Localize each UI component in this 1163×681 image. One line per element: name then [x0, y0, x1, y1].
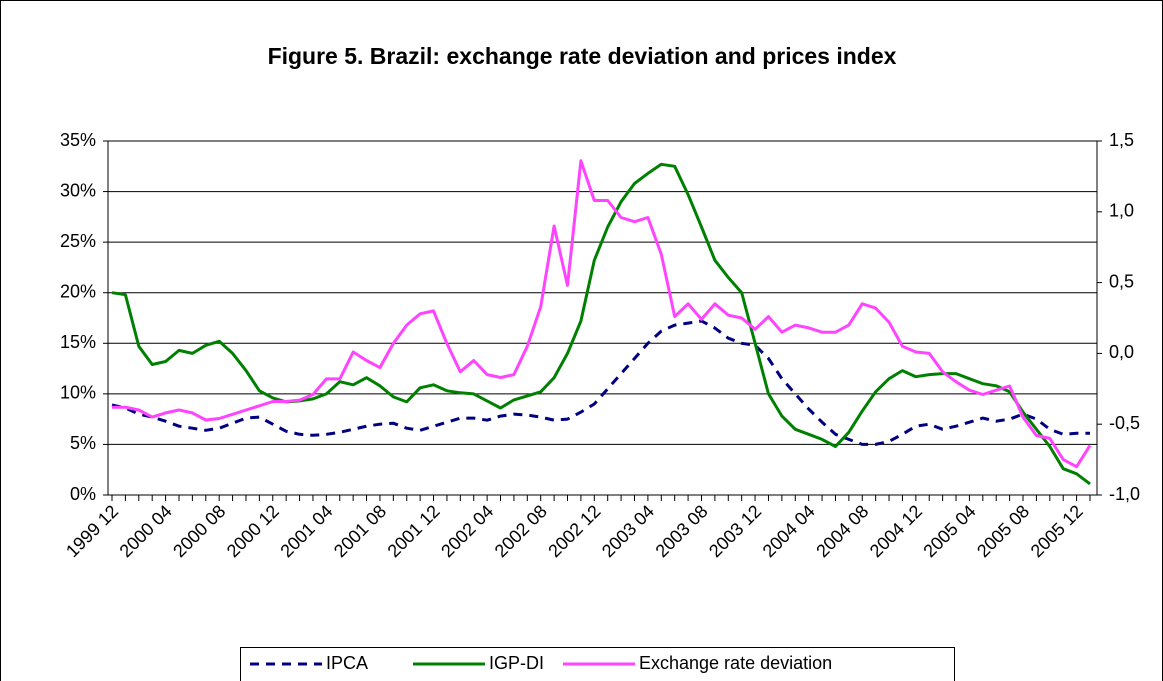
legend: IPCA IGP-DI Exchange rate deviation [240, 647, 955, 681]
y-tick-label: 25% [60, 231, 96, 251]
y-tick-label: 15% [60, 332, 96, 352]
y2-tick-label: -1,0 [1109, 484, 1140, 504]
series-line [111, 319, 1090, 446]
y2-tick-label: 1,5 [1109, 130, 1134, 150]
y-tick-label: 0% [70, 484, 96, 504]
y2-tick-label: -0,5 [1109, 413, 1140, 433]
chart-title: Figure 5. Brazil: exchange rate deviatio… [268, 43, 897, 69]
legend-label: IGP-DI [489, 653, 544, 673]
series-line [112, 159, 1092, 469]
legend-label: Exchange rate deviation [639, 653, 832, 673]
legend-label: IPCA [326, 653, 368, 673]
y-tick-label: 5% [70, 433, 96, 453]
y-tick-label: 10% [60, 383, 96, 403]
y-tick-label: 20% [60, 281, 96, 301]
y2-tick-label: 0,5 [1109, 271, 1134, 291]
y2-tick-label: 0,0 [1109, 342, 1134, 362]
y2-tick-label: 1,0 [1109, 201, 1134, 221]
y-tick-label: 30% [60, 180, 96, 200]
series-line [111, 162, 1091, 486]
y-tick-label: 35% [60, 130, 96, 150]
